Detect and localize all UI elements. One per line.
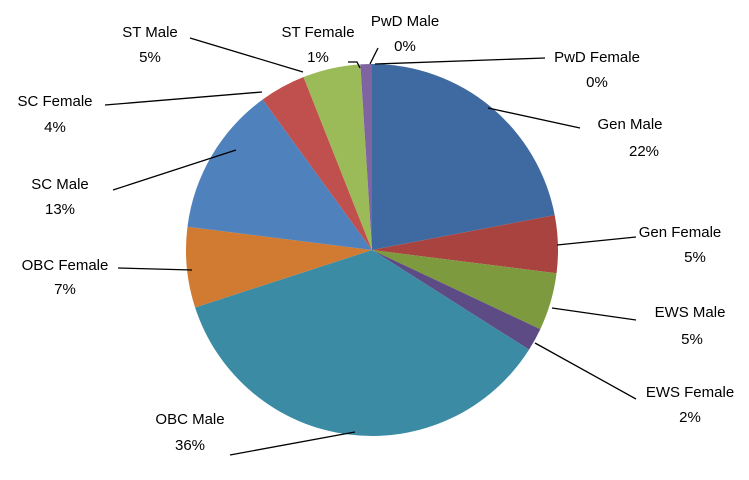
slice-value-label: 2% bbox=[679, 409, 701, 426]
leader-line bbox=[348, 61, 361, 69]
slice-value-label: 22% bbox=[629, 143, 659, 160]
slice-value-label: 7% bbox=[54, 281, 76, 298]
slice-label: ST Male bbox=[122, 24, 178, 41]
pie-slice bbox=[372, 64, 555, 250]
pie-slice bbox=[372, 250, 541, 350]
pie-slice bbox=[372, 215, 558, 274]
slice-value-label: 4% bbox=[44, 119, 66, 136]
pie-slice bbox=[195, 250, 530, 436]
pie-slice bbox=[372, 250, 557, 330]
slice-label: Gen Male bbox=[597, 116, 662, 133]
slice-label: SC Male bbox=[31, 176, 89, 193]
slice-value-label: 13% bbox=[45, 201, 75, 218]
leader-line bbox=[551, 307, 637, 321]
leader-line bbox=[117, 267, 193, 271]
slice-label: ST Female bbox=[281, 24, 354, 41]
leader-line bbox=[229, 431, 356, 456]
slice-value-label: 5% bbox=[139, 49, 161, 66]
leader-line bbox=[112, 149, 237, 191]
leader-line bbox=[374, 57, 546, 65]
leader-line bbox=[487, 107, 581, 129]
slice-label: EWS Female bbox=[646, 384, 734, 401]
leader-line bbox=[556, 236, 637, 246]
slice-label: EWS Male bbox=[655, 304, 726, 321]
slice-label: SC Female bbox=[17, 93, 92, 110]
leader-line bbox=[104, 91, 263, 106]
pie-slice bbox=[360, 64, 372, 250]
slice-value-label: 0% bbox=[394, 38, 416, 55]
slice-value-label: 36% bbox=[175, 437, 205, 454]
pie-slice bbox=[262, 77, 372, 250]
slice-value-label: 5% bbox=[684, 249, 706, 266]
slice-value-label: 5% bbox=[681, 331, 703, 348]
slice-value-label: 0% bbox=[586, 74, 608, 91]
pie-slice bbox=[186, 226, 372, 308]
pie-slice bbox=[303, 64, 372, 250]
pie-slice bbox=[187, 99, 372, 250]
slice-label: PwD Female bbox=[554, 49, 640, 66]
leader-line bbox=[369, 47, 379, 65]
leader-line bbox=[534, 342, 637, 400]
slice-label: Gen Female bbox=[639, 224, 722, 241]
slice-label: OBC Male bbox=[155, 411, 224, 428]
slice-value-label: 1% bbox=[307, 49, 329, 66]
leader-line bbox=[189, 37, 304, 73]
slice-label: PwD Male bbox=[371, 13, 439, 30]
slice-label: OBC Female bbox=[22, 257, 109, 274]
